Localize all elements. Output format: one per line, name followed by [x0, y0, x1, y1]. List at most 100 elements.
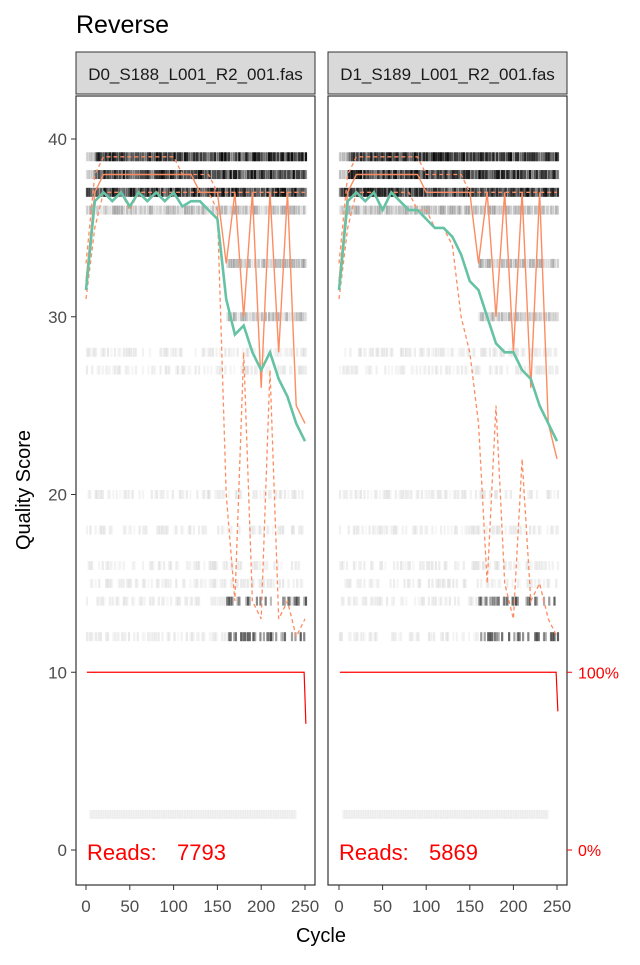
heatmap-cell [351, 490, 353, 499]
heatmap-cell [128, 366, 130, 375]
heatmap-cell [154, 366, 156, 375]
heatmap-cell [216, 632, 218, 641]
heatmap-cell [412, 632, 414, 641]
heatmap-cell [259, 490, 261, 499]
heatmap-cell [355, 561, 357, 570]
heatmap-cell [517, 597, 519, 606]
heatmap-cell [484, 561, 486, 570]
x-tick-label: 200 [247, 897, 275, 916]
heatmap-cell [119, 348, 121, 357]
heatmap-cell [166, 490, 168, 499]
heatmap-cell [522, 632, 524, 641]
heatmap-cell [381, 561, 383, 570]
heatmap-cell [231, 526, 233, 535]
heatmap-cell [142, 490, 144, 499]
heatmap-cell [147, 579, 149, 588]
heatmap-cell [110, 561, 112, 570]
heatmap-cell [449, 579, 451, 588]
heatmap-cell [158, 632, 160, 641]
heatmap-cell [461, 526, 463, 535]
heatmap-cell [305, 259, 307, 268]
heatmap-cell [166, 526, 168, 535]
heatmap-cell [416, 526, 418, 535]
heatmap-cell [421, 490, 423, 499]
heatmap-cell [520, 526, 522, 535]
heatmap-cell [291, 561, 293, 570]
heatmap-cell [112, 597, 114, 606]
heatmap-cell [550, 490, 552, 499]
heatmap-cell [216, 348, 218, 357]
heatmap-cell [552, 561, 554, 570]
heatmap-cell [126, 597, 128, 606]
heatmap-cell [365, 526, 367, 535]
heatmap-cell [463, 348, 465, 357]
heatmap-cell [384, 561, 386, 570]
x-tick-label: 250 [291, 897, 319, 916]
heatmap-cell [287, 579, 289, 588]
heatmap-cell [396, 526, 398, 535]
heatmap-cell [508, 632, 510, 641]
heatmap-cell [485, 348, 487, 357]
heatmap-cell [478, 561, 480, 570]
heatmap-cell [346, 561, 348, 570]
heatmap-cell [107, 348, 109, 357]
heatmap-cell [275, 632, 277, 641]
heatmap-cell [186, 632, 188, 641]
heatmap-cell [557, 366, 559, 375]
heatmap-cell [198, 526, 200, 535]
reads-label: Reads: [339, 840, 409, 865]
heatmap-cell [117, 632, 119, 641]
heatmap-cell [395, 490, 397, 499]
heatmap-cell [457, 366, 459, 375]
heatmap-cell [527, 366, 529, 375]
heatmap-cell [86, 526, 88, 535]
heatmap-cell [293, 526, 295, 535]
heatmap-cell [275, 490, 277, 499]
heatmap-cell [279, 579, 281, 588]
heatmap-cell [471, 597, 473, 606]
heatmap-cell [130, 579, 132, 588]
heatmap-cell [496, 348, 498, 357]
right-axis-tick-label: 0% [578, 843, 601, 860]
x-tick-label: 0 [334, 897, 343, 916]
heatmap-cell [444, 526, 446, 535]
x-tick-label: 100 [159, 897, 187, 916]
heatmap-cell [377, 348, 379, 357]
heatmap-cell [151, 579, 153, 588]
heatmap-cell [273, 561, 275, 570]
heatmap-cell [158, 597, 160, 606]
heatmap-cell [494, 579, 496, 588]
heatmap-cell [452, 348, 454, 357]
reads-count: 7793 [177, 840, 226, 865]
heatmap-cell [207, 366, 209, 375]
heatmap-cell [440, 597, 442, 606]
heatmap-cell [247, 579, 249, 588]
heatmap-cell [412, 561, 414, 570]
heatmap-cell [138, 490, 140, 499]
heatmap-cell [114, 348, 116, 357]
heatmap-cell [273, 579, 275, 588]
heatmap-cell [431, 366, 433, 375]
heatmap-cell [203, 632, 205, 641]
heatmap-cell [546, 810, 548, 819]
heatmap-cell [365, 597, 367, 606]
heatmap-cell [402, 526, 404, 535]
heatmap-cell [133, 632, 135, 641]
heatmap-cell [548, 597, 550, 606]
heatmap-cell [209, 490, 211, 499]
heatmap-cell [298, 490, 300, 499]
heatmap-cell [463, 561, 465, 570]
heatmap-cell [249, 597, 251, 606]
heatmap-cell [410, 490, 412, 499]
heatmap-cell [539, 348, 541, 357]
heatmap-cell [363, 490, 365, 499]
heatmap-cell [501, 366, 503, 375]
heatmap-cell [557, 490, 559, 499]
heatmap-cell [400, 632, 402, 641]
heatmap-cell [370, 366, 372, 375]
heatmap-cell [203, 348, 205, 357]
heatmap-cell [433, 632, 435, 641]
heatmap-cell [89, 526, 91, 535]
heatmap-cell [195, 366, 197, 375]
heatmap-cell [203, 561, 205, 570]
